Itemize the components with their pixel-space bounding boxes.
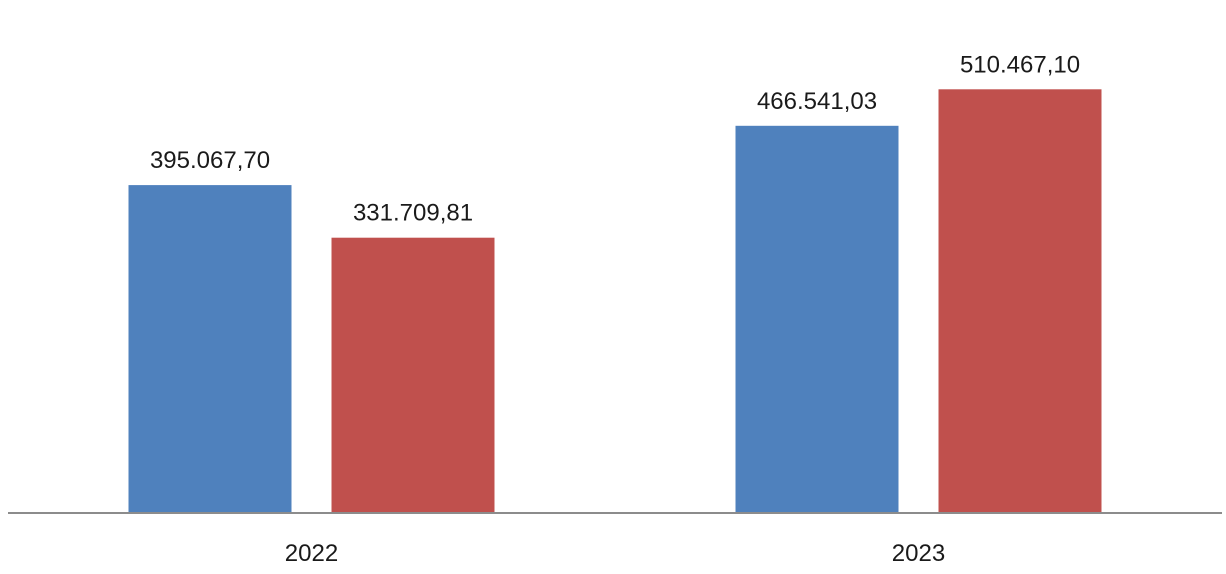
- bar-2022-series-1: [128, 185, 292, 513]
- bar-2023-series-2: [938, 89, 1102, 514]
- data-label-2022-series-2: 331.709,81: [353, 200, 473, 227]
- x-tick-label-2022: 2022: [285, 540, 338, 567]
- x-tick-label-2023: 2023: [892, 540, 945, 567]
- data-label-2023-series-2: 510.467,10: [960, 51, 1080, 78]
- bars-layer: [128, 89, 1102, 514]
- bar-2023-series-1: [735, 125, 899, 514]
- bar-2022-series-2: [331, 237, 495, 513]
- data-labels-layer: 395.067,70 331.709,81 466.541,03 510.467,10: [150, 51, 1080, 226]
- data-label-2023-series-1: 466.541,03: [757, 88, 877, 115]
- x-tick-labels-layer: 2022 2023: [285, 540, 945, 567]
- data-label-2022-series-1: 395.067,70: [150, 147, 270, 174]
